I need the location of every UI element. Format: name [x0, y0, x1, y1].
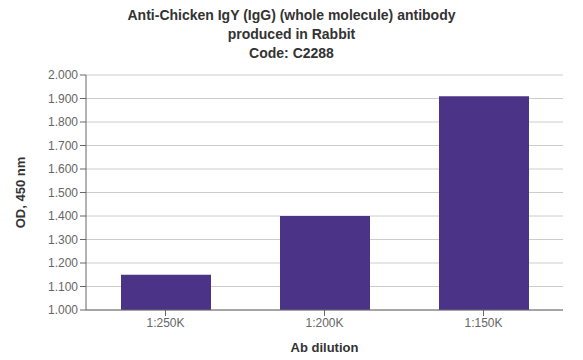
svg-text:OD, 450 nm: OD, 450 nm — [13, 157, 28, 229]
svg-text:1.600: 1.600 — [48, 162, 78, 176]
svg-text:1:200K: 1:200K — [305, 316, 343, 330]
svg-text:1.300: 1.300 — [48, 233, 78, 247]
svg-text:1.000: 1.000 — [48, 303, 78, 317]
html-text:produced in Rabbit: produced in Rabbit — [227, 26, 356, 42]
svg-text:1:250K: 1:250K — [146, 316, 184, 330]
svg-text:1.900: 1.900 — [48, 92, 78, 106]
svg-text:1.700: 1.700 — [48, 139, 78, 153]
html-text:Anti-Chicken IgY (IgG) (whole: Anti-Chicken IgY (IgG) (whole molecule) … — [127, 7, 456, 23]
svg-text:1.800: 1.800 — [48, 115, 78, 129]
svg-text:1:150K: 1:150K — [464, 316, 502, 330]
svg-text:Ab dilution: Ab dilution — [291, 340, 359, 355]
svg-text:1.400: 1.400 — [48, 209, 78, 223]
svg-text:2.000: 2.000 — [48, 68, 78, 82]
svg-text:1.500: 1.500 — [48, 186, 78, 200]
html-text:Code: C2288: Code: C2288 — [249, 45, 334, 61]
svg-text:1.100: 1.100 — [48, 280, 78, 294]
svg-text:1.200: 1.200 — [48, 256, 78, 270]
